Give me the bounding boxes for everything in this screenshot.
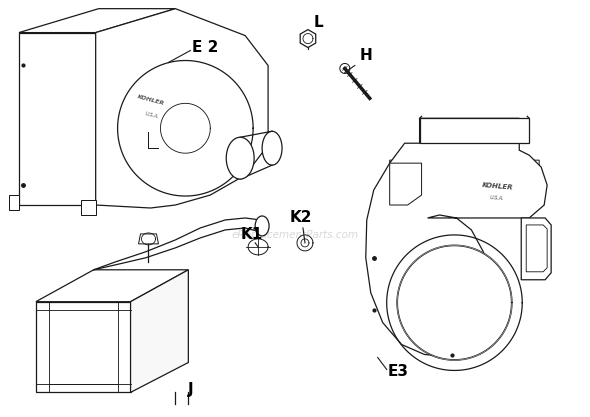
- Polygon shape: [36, 301, 130, 392]
- Text: L: L: [314, 15, 323, 30]
- Polygon shape: [509, 160, 539, 210]
- Text: eReplacementParts.com: eReplacementParts.com: [231, 230, 359, 240]
- Polygon shape: [419, 118, 529, 143]
- Polygon shape: [389, 163, 422, 205]
- Text: J: J: [188, 382, 194, 397]
- Polygon shape: [19, 33, 96, 205]
- Polygon shape: [300, 30, 316, 48]
- Polygon shape: [139, 234, 159, 244]
- Polygon shape: [130, 270, 188, 392]
- Polygon shape: [419, 118, 519, 150]
- Text: U.S.A.: U.S.A.: [145, 111, 160, 119]
- Circle shape: [398, 246, 512, 359]
- Text: E 2: E 2: [192, 40, 219, 55]
- Text: KOHLER: KOHLER: [481, 182, 513, 191]
- Polygon shape: [81, 200, 96, 215]
- Polygon shape: [36, 270, 188, 301]
- Polygon shape: [521, 218, 551, 280]
- Text: U.S.A.: U.S.A.: [490, 195, 505, 201]
- Text: K2: K2: [290, 211, 313, 226]
- Polygon shape: [526, 225, 547, 272]
- Polygon shape: [366, 133, 547, 357]
- Ellipse shape: [255, 216, 269, 236]
- Text: E3: E3: [388, 364, 409, 379]
- Polygon shape: [9, 195, 19, 210]
- Polygon shape: [389, 160, 419, 210]
- Text: H: H: [360, 48, 372, 63]
- Polygon shape: [19, 9, 175, 33]
- Ellipse shape: [226, 137, 254, 179]
- Ellipse shape: [262, 131, 282, 165]
- Polygon shape: [96, 9, 268, 208]
- Text: K1: K1: [240, 227, 263, 242]
- Text: KOHLER: KOHLER: [136, 94, 165, 106]
